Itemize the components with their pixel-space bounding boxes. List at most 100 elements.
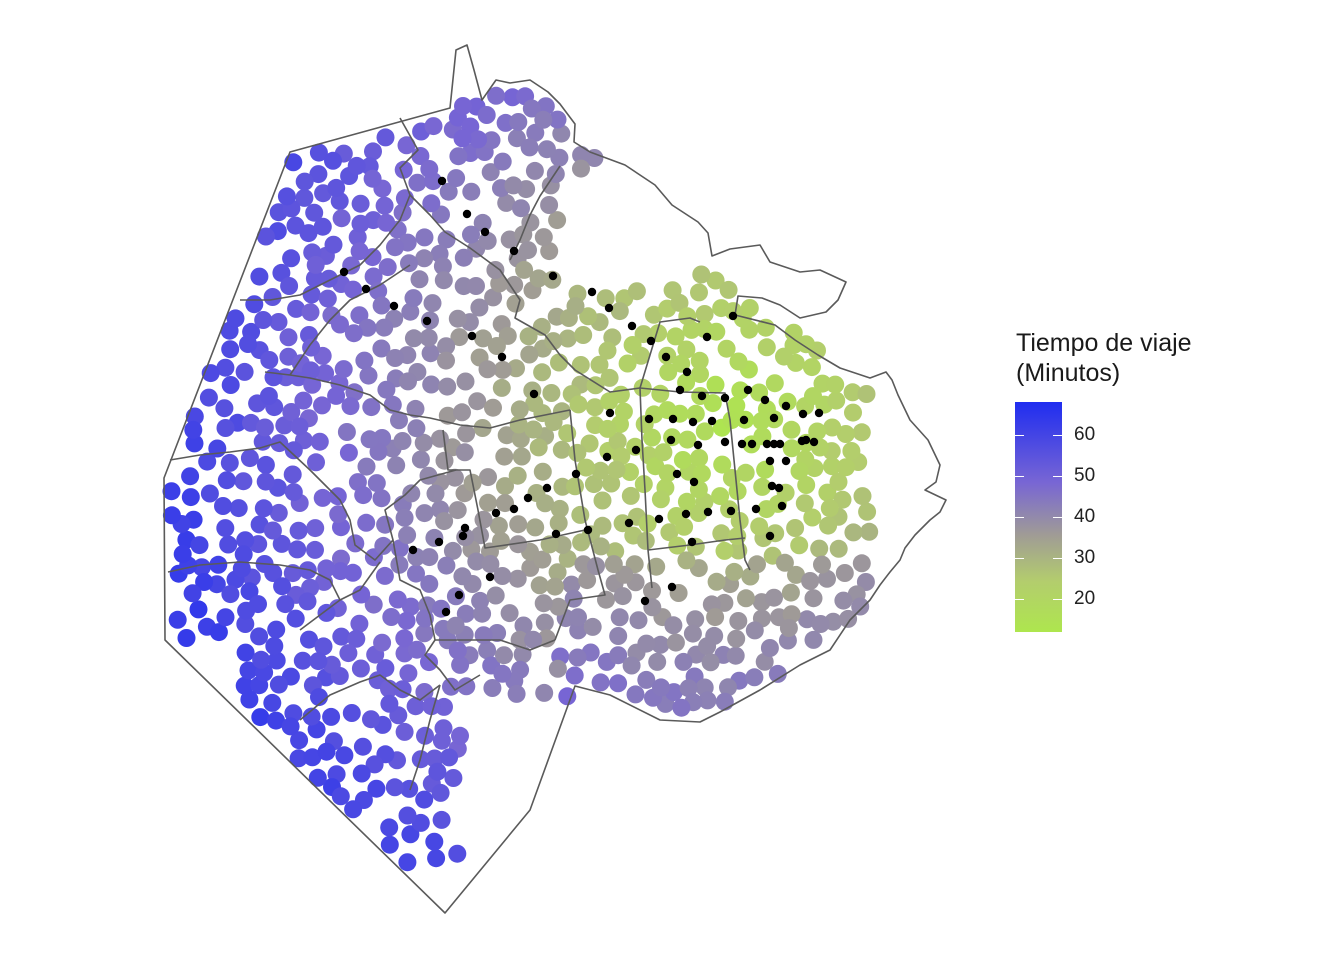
travel-time-point (200, 484, 219, 503)
travel-time-point (269, 675, 288, 694)
travel-time-point (469, 130, 488, 149)
travel-time-point (290, 417, 309, 436)
station-point (774, 483, 784, 493)
travel-time-point (275, 416, 294, 435)
travel-time-point (267, 620, 286, 639)
travel-time-point (445, 468, 464, 487)
travel-time-point (820, 499, 839, 518)
travel-time-point (524, 420, 543, 439)
travel-time-point (782, 420, 801, 439)
travel-time-point (425, 832, 444, 851)
travel-time-point (314, 637, 333, 656)
travel-time-point (798, 610, 816, 629)
travel-time-point (236, 531, 255, 550)
station-point (529, 389, 539, 399)
district-line (299, 674, 441, 721)
travel-time-point (580, 434, 599, 453)
station-point (814, 408, 824, 418)
travel-time-point (470, 298, 489, 317)
travel-time-point (344, 280, 363, 299)
travel-time-point (395, 722, 414, 741)
travel-time-point (593, 491, 612, 510)
district-line (647, 537, 746, 551)
travel-time-point (367, 474, 386, 493)
travel-time-point (839, 609, 858, 628)
travel-time-point (748, 555, 766, 574)
travel-time-point (706, 608, 725, 627)
station-point (747, 439, 757, 449)
station-point (672, 469, 682, 479)
travel-time-point (256, 472, 275, 491)
travel-time-point (328, 487, 347, 506)
district-line (435, 639, 556, 651)
travel-time-point (651, 490, 670, 509)
district-line (240, 117, 419, 301)
travel-time-point (553, 477, 572, 496)
travel-time-point (369, 442, 388, 461)
travel-time-point (324, 151, 342, 170)
travel-time-point (317, 742, 336, 761)
travel-time-point (540, 535, 559, 554)
travel-time-point (437, 337, 456, 356)
travel-time-point (568, 648, 587, 667)
travel-time-point (515, 260, 534, 279)
travel-time-point (419, 466, 438, 485)
station-point (583, 525, 593, 535)
travel-time-point (432, 810, 451, 829)
travel-time-point (199, 388, 218, 407)
travel-time-point (457, 677, 476, 696)
station-point (497, 352, 507, 362)
travel-time-point (450, 328, 469, 347)
travel-time-point (226, 309, 245, 328)
travel-time-point (504, 176, 523, 195)
travel-time-point (348, 228, 367, 247)
travel-time-point (583, 617, 602, 636)
travel-time-point (453, 567, 472, 586)
travel-time-point (302, 338, 321, 357)
travel-time-point (675, 517, 694, 536)
travel-time-point (493, 664, 512, 683)
station-point (739, 415, 749, 425)
travel-time-point (451, 726, 469, 745)
travel-time-point (536, 97, 555, 116)
travel-time-point (287, 299, 306, 318)
travel-time-point (786, 519, 805, 537)
station-point (571, 469, 581, 479)
travel-time-point (375, 566, 394, 585)
travel-time-point (317, 559, 336, 578)
travel-time-point (834, 591, 853, 610)
travel-time-point (542, 384, 561, 402)
travel-time-point (357, 457, 376, 476)
legend-title-line2: (Minutos) (1016, 359, 1121, 387)
travel-time-point (549, 597, 568, 616)
travel-time-point (610, 302, 629, 321)
legend-tick-mark (1015, 517, 1024, 518)
travel-time-point (263, 693, 282, 712)
travel-time-point (305, 269, 324, 288)
travel-time-point (252, 650, 271, 669)
travel-time-point (585, 398, 604, 417)
travel-time-point (308, 768, 327, 787)
travel-time-point (235, 362, 254, 381)
station-point (654, 514, 664, 524)
travel-time-point (496, 477, 514, 496)
travel-time-point (332, 209, 351, 228)
travel-time-point (269, 313, 288, 331)
travel-time-point (540, 196, 559, 214)
travel-time-point (410, 270, 429, 289)
travel-time-point (310, 688, 328, 707)
station-point (767, 481, 777, 491)
travel-time-point (216, 419, 235, 437)
legend-tick-mark (1015, 558, 1024, 560)
travel-time-point (256, 227, 275, 246)
travel-time-point (478, 641, 497, 660)
travel-time-point (432, 731, 451, 750)
travel-time-point (775, 347, 793, 366)
legend-tick-mark (1053, 599, 1062, 601)
travel-time-point (303, 748, 322, 767)
travel-time-point (220, 453, 239, 472)
station-point (644, 414, 654, 424)
station-point (624, 518, 634, 528)
travel-time-point (604, 555, 623, 574)
travel-time-point (327, 386, 346, 405)
